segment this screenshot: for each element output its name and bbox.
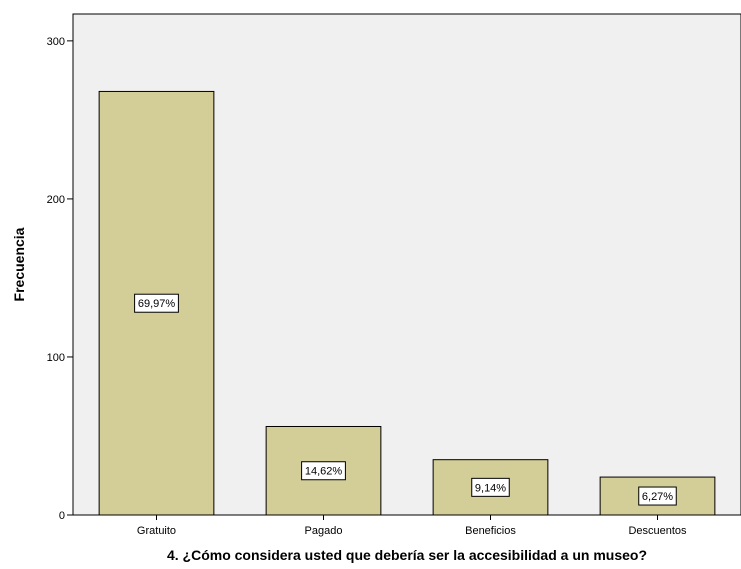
data-label: 14,62% xyxy=(305,466,343,478)
data-label-box xyxy=(134,293,179,313)
data-label-box xyxy=(471,477,510,497)
data-label: 6,27% xyxy=(642,491,673,503)
data-label: 69,97% xyxy=(138,298,176,310)
y-tick-label: 200 xyxy=(47,194,65,206)
x-tick-label: Pagado xyxy=(305,525,343,537)
x-axis: Gratuito Pagado Beneficios Descuentos xyxy=(137,515,687,537)
x-tick-label: Descuentos xyxy=(628,525,687,537)
x-tick-label: Beneficios xyxy=(465,525,516,537)
x-tick-label: Gratuito xyxy=(137,525,176,537)
bars-group: 69,97% 14,62% 9,14% 6,27% xyxy=(98,90,716,516)
y-axis: 0 100 200 300 xyxy=(47,36,73,522)
data-label-box xyxy=(301,461,346,481)
y-axis-title: Frecuencia xyxy=(11,227,27,301)
y-tick-label: 300 xyxy=(47,36,65,48)
data-label-box xyxy=(638,486,677,506)
y-tick-label: 0 xyxy=(59,510,65,522)
x-axis-title: 4. ¿Cómo considera usted que debería ser… xyxy=(167,547,647,563)
y-tick-label: 100 xyxy=(47,352,65,364)
data-label: 9,14% xyxy=(475,482,506,494)
